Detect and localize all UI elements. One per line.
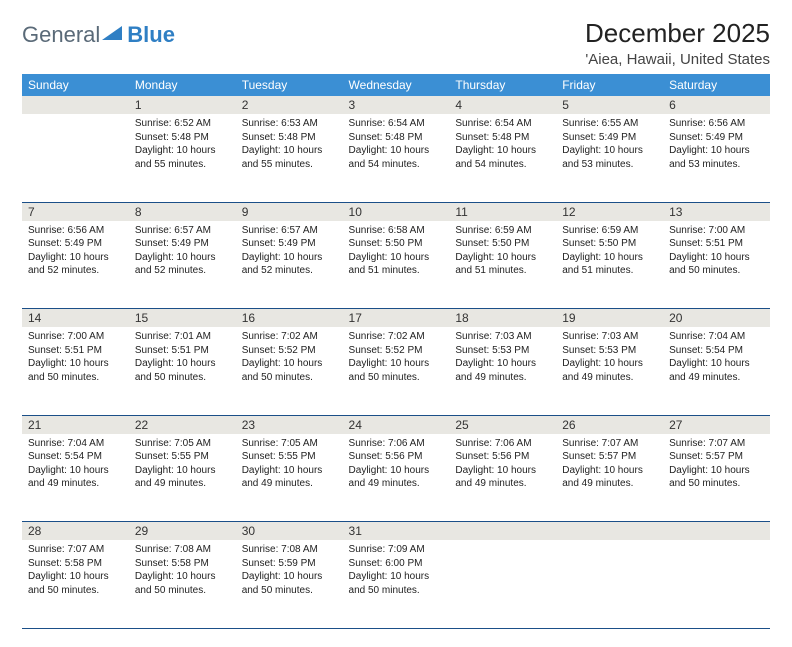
day-number: 12 [556,202,663,221]
day-number: 3 [343,96,450,114]
day-cell: Sunrise: 6:56 AMSunset: 5:49 PMDaylight:… [663,114,770,202]
day-number: 27 [663,415,770,434]
day-cell: Sunrise: 7:08 AMSunset: 5:59 PMDaylight:… [236,540,343,628]
day-cell [22,114,129,202]
day-number: 6 [663,96,770,114]
day-number [22,96,129,114]
day-cell: Sunrise: 7:07 AMSunset: 5:58 PMDaylight:… [22,540,129,628]
day-data-row: Sunrise: 7:04 AMSunset: 5:54 PMDaylight:… [22,434,770,522]
day-cell: Sunrise: 7:02 AMSunset: 5:52 PMDaylight:… [343,327,450,415]
day-number: 21 [22,415,129,434]
logo: General Blue [22,22,175,48]
day-number-row: 21222324252627 [22,415,770,434]
day-number: 5 [556,96,663,114]
weekday-header-row: SundayMondayTuesdayWednesdayThursdayFrid… [22,74,770,96]
day-number: 10 [343,202,450,221]
day-number: 24 [343,415,450,434]
day-number: 16 [236,309,343,328]
day-cell [556,540,663,628]
weekday-header: Friday [556,74,663,96]
day-number: 28 [22,522,129,541]
logo-text-blue: Blue [127,22,175,48]
day-cell: Sunrise: 6:57 AMSunset: 5:49 PMDaylight:… [236,221,343,309]
day-cell: Sunrise: 6:59 AMSunset: 5:50 PMDaylight:… [449,221,556,309]
day-cell: Sunrise: 7:04 AMSunset: 5:54 PMDaylight:… [22,434,129,522]
day-cell: Sunrise: 6:56 AMSunset: 5:49 PMDaylight:… [22,221,129,309]
day-data-row: Sunrise: 6:52 AMSunset: 5:48 PMDaylight:… [22,114,770,202]
day-cell: Sunrise: 7:04 AMSunset: 5:54 PMDaylight:… [663,327,770,415]
calendar-page: General Blue December 2025 'Aiea, Hawaii… [0,0,792,647]
day-number: 25 [449,415,556,434]
day-number: 13 [663,202,770,221]
day-number: 11 [449,202,556,221]
day-cell: Sunrise: 6:53 AMSunset: 5:48 PMDaylight:… [236,114,343,202]
day-cell: Sunrise: 7:05 AMSunset: 5:55 PMDaylight:… [236,434,343,522]
day-number: 26 [556,415,663,434]
day-number: 14 [22,309,129,328]
day-cell: Sunrise: 6:52 AMSunset: 5:48 PMDaylight:… [129,114,236,202]
day-number-row: 28293031 [22,522,770,541]
day-cell: Sunrise: 7:03 AMSunset: 5:53 PMDaylight:… [449,327,556,415]
day-cell: Sunrise: 7:08 AMSunset: 5:58 PMDaylight:… [129,540,236,628]
day-number: 19 [556,309,663,328]
header: General Blue December 2025 'Aiea, Hawaii… [22,18,770,68]
day-cell: Sunrise: 6:55 AMSunset: 5:49 PMDaylight:… [556,114,663,202]
day-cell: Sunrise: 6:54 AMSunset: 5:48 PMDaylight:… [343,114,450,202]
weekday-header: Thursday [449,74,556,96]
day-cell: Sunrise: 7:00 AMSunset: 5:51 PMDaylight:… [22,327,129,415]
weekday-header: Sunday [22,74,129,96]
day-cell: Sunrise: 7:00 AMSunset: 5:51 PMDaylight:… [663,221,770,309]
day-number: 15 [129,309,236,328]
day-number [449,522,556,541]
day-number-row: 78910111213 [22,202,770,221]
triangle-icon [102,24,124,47]
title-block: December 2025 'Aiea, Hawaii, United Stat… [585,18,770,68]
weekday-header: Monday [129,74,236,96]
day-cell: Sunrise: 7:02 AMSunset: 5:52 PMDaylight:… [236,327,343,415]
day-cell [449,540,556,628]
location: 'Aiea, Hawaii, United States [585,51,770,68]
weekday-header: Saturday [663,74,770,96]
day-number: 17 [343,309,450,328]
day-data-row: Sunrise: 6:56 AMSunset: 5:49 PMDaylight:… [22,221,770,309]
day-number: 23 [236,415,343,434]
day-number [556,522,663,541]
day-number-row: 14151617181920 [22,309,770,328]
day-data-row: Sunrise: 7:00 AMSunset: 5:51 PMDaylight:… [22,327,770,415]
day-number: 30 [236,522,343,541]
day-cell: Sunrise: 6:57 AMSunset: 5:49 PMDaylight:… [129,221,236,309]
day-number: 29 [129,522,236,541]
day-number: 18 [449,309,556,328]
day-number: 2 [236,96,343,114]
day-cell: Sunrise: 7:06 AMSunset: 5:56 PMDaylight:… [343,434,450,522]
day-cell: Sunrise: 6:59 AMSunset: 5:50 PMDaylight:… [556,221,663,309]
day-cell: Sunrise: 7:06 AMSunset: 5:56 PMDaylight:… [449,434,556,522]
logo-text-general: General [22,22,100,48]
day-cell: Sunrise: 7:07 AMSunset: 5:57 PMDaylight:… [556,434,663,522]
day-number: 31 [343,522,450,541]
month-title: December 2025 [585,18,770,49]
day-number: 7 [22,202,129,221]
day-number: 4 [449,96,556,114]
day-number-row: 123456 [22,96,770,114]
day-data-row: Sunrise: 7:07 AMSunset: 5:58 PMDaylight:… [22,540,770,628]
day-cell: Sunrise: 6:58 AMSunset: 5:50 PMDaylight:… [343,221,450,309]
day-cell: Sunrise: 7:05 AMSunset: 5:55 PMDaylight:… [129,434,236,522]
day-number: 22 [129,415,236,434]
day-cell: Sunrise: 7:09 AMSunset: 6:00 PMDaylight:… [343,540,450,628]
day-number: 9 [236,202,343,221]
weekday-header: Wednesday [343,74,450,96]
day-number [663,522,770,541]
calendar-table: SundayMondayTuesdayWednesdayThursdayFrid… [22,74,770,629]
day-number: 1 [129,96,236,114]
day-cell [663,540,770,628]
weekday-header: Tuesday [236,74,343,96]
day-cell: Sunrise: 7:01 AMSunset: 5:51 PMDaylight:… [129,327,236,415]
day-cell: Sunrise: 7:07 AMSunset: 5:57 PMDaylight:… [663,434,770,522]
day-number: 20 [663,309,770,328]
day-number: 8 [129,202,236,221]
day-cell: Sunrise: 6:54 AMSunset: 5:48 PMDaylight:… [449,114,556,202]
day-cell: Sunrise: 7:03 AMSunset: 5:53 PMDaylight:… [556,327,663,415]
